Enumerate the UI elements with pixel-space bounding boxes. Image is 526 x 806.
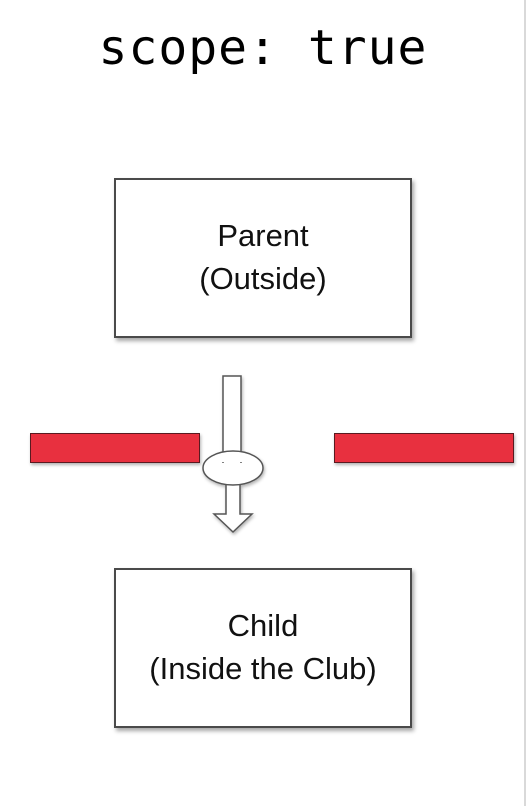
down-arrow-icon bbox=[202, 375, 264, 534]
parent-label: Parent bbox=[217, 218, 309, 254]
parent-sublabel: (Outside) bbox=[199, 261, 327, 296]
child-box: Child (Inside the Club) bbox=[114, 568, 412, 728]
parent-box: Parent (Outside) bbox=[114, 178, 412, 338]
barrier-left bbox=[30, 433, 200, 463]
child-sublabel: (Inside the Club) bbox=[149, 651, 377, 686]
arrow-shaft-upper bbox=[222, 375, 242, 463]
diagram-title: scope: true bbox=[98, 20, 428, 76]
barrier-right bbox=[334, 433, 514, 463]
arrow-head bbox=[212, 481, 254, 534]
child-label: Child bbox=[227, 608, 299, 644]
frame-edge bbox=[524, 0, 526, 806]
